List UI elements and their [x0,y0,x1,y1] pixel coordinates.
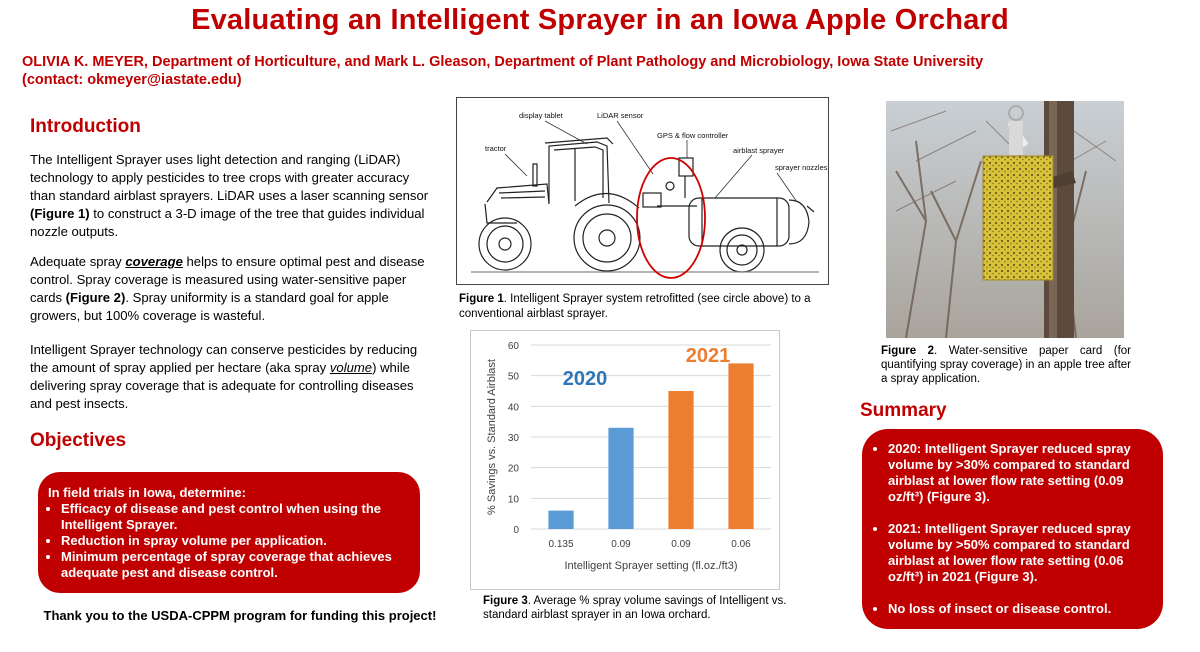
caption-text: . Intelligent Sprayer system retrofitted… [459,293,811,320]
figure-1-caption: Figure 1. Intelligent Sprayer system ret… [459,292,837,322]
caption-label: Figure 3 [483,595,528,607]
y-axis-label: % Savings vs. Standard Airblast [486,359,498,515]
introduction-heading: Introduction [30,116,141,137]
poster-title: Evaluating an Intelligent Sprayer in an … [191,4,1009,36]
figure-1-diagram: display tablet LiDAR sensor GPS & flow c… [456,97,829,285]
text-span: ) while delivering spray coverage that i… [30,360,414,411]
x-axis-label: Intelligent Sprayer setting (fl.oz./ft3) [564,560,737,572]
y-tick-label: 50 [508,372,520,383]
summary-box: 2020: Intelligent Sprayer reduced spray … [862,429,1163,629]
text-span: to construct a 3-D image of the tree tha… [30,206,425,239]
objectives-heading: Objectives [30,430,127,451]
y-tick-label: 30 [508,433,520,444]
orchard-photo [886,101,1124,339]
figure-ref: (Figure 1) [30,206,90,221]
text-span: Intelligent Sprayer technology can conse… [30,342,418,375]
text-span: Adequate spray [30,254,126,269]
y-tick-label: 40 [508,402,520,413]
objective-item: Reduction in spray volume per applicatio… [61,533,410,549]
y-tick-label: 10 [508,494,520,505]
summary-list: 2020: Intelligent Sprayer reduced spray … [872,441,1149,617]
summary-heading: Summary [860,400,947,421]
text-span: The Intelligent Sprayer uses light detec… [30,152,429,203]
highlight-circle [636,157,706,279]
y-tick-label: 0 [513,525,519,536]
figure-ref: (Figure 2) [65,290,126,305]
y-tick-label: 60 [508,341,520,352]
objectives-box: In field trials in Iowa, determine: Effi… [38,472,420,593]
objectives-list: Efficacy of disease and pest control whe… [48,501,410,581]
summary-item: 2021: Intelligent Sprayer reduced spray … [888,521,1149,585]
figure-2-caption: Figure 2. Water-sensitive paper card (fo… [881,344,1131,386]
text-span: helps to ensure optimal pest and disease… [30,254,425,305]
summary-item: 2020: Intelligent Sprayer reduced spray … [888,441,1149,505]
bar [548,510,574,529]
emphasis-term: volume [329,360,373,375]
acknowledgement: Thank you to the USDA-CPPM program for f… [43,608,437,623]
figure-3-chart: 0 10 20 30 40 50 60 0.135 0.09 0.09 0.06 Intelligen… [470,330,780,590]
summary-item: No loss of insect or disease control. [888,601,1149,617]
annotation-2020: 2020 [563,368,608,390]
caption-label: Figure 2 [881,345,935,357]
figure-3-caption: Figure 3. Average % spray volume savings… [483,594,823,622]
sprayer-drawing: display tablet LiDAR sensor GPS & flow c… [471,111,828,279]
objectives-lead: In field trials in Iowa, determine: [48,485,246,500]
bar [668,391,694,529]
contact-line: (contact: okmeyer@iastate.edu) [22,72,242,88]
x-tick-label: 0.09 [611,539,631,550]
intro-paragraph-3: Intelligent Sprayer technology can conse… [30,341,430,413]
caption-text: . Average % spray volume savings of Inte… [483,595,787,621]
label-sprayer-nozzles: sprayer nozzles [775,163,828,172]
bar-chart: 0 10 20 30 40 50 60 0.135 0.09 0.09 0.06 Intelligen… [486,341,771,572]
bar [608,427,634,529]
label-airblast-sprayer: airblast sprayer [733,146,785,155]
bar [728,363,754,529]
label-lidar-sensor: LiDAR sensor [597,111,644,120]
caption-text: . Water-sensitive paper card (for quanti… [881,345,1132,385]
label-tractor: tractor [485,144,507,153]
label-display-tablet: display tablet [519,111,564,120]
y-tick-label: 20 [508,464,520,475]
emphasis-term: coverage [125,254,183,269]
objective-item: Efficacy of disease and pest control whe… [61,501,410,533]
x-tick-label: 0.09 [671,539,691,550]
intro-paragraph-1: The Intelligent Sprayer uses light detec… [30,151,430,241]
annotation-2021: 2021 [686,345,731,367]
text-span: . Spray uniformity is a standard goal fo… [30,290,389,323]
label-gps-flow-controller: GPS & flow controller [657,131,729,140]
figure-2-photo [886,101,1124,339]
x-tick-label: 0.135 [548,539,573,550]
caption-label: Figure 1 [459,293,504,305]
x-tick-label: 0.06 [731,539,751,550]
objective-item: Minimum percentage of spray coverage tha… [61,549,410,581]
intro-paragraph-2: Adequate spray coverage helps to ensure … [30,253,430,325]
author-line: OLIVIA K. MEYER, Department of Horticult… [22,54,984,70]
author-block: OLIVIA K. MEYER, Department of Horticult… [22,53,1182,89]
